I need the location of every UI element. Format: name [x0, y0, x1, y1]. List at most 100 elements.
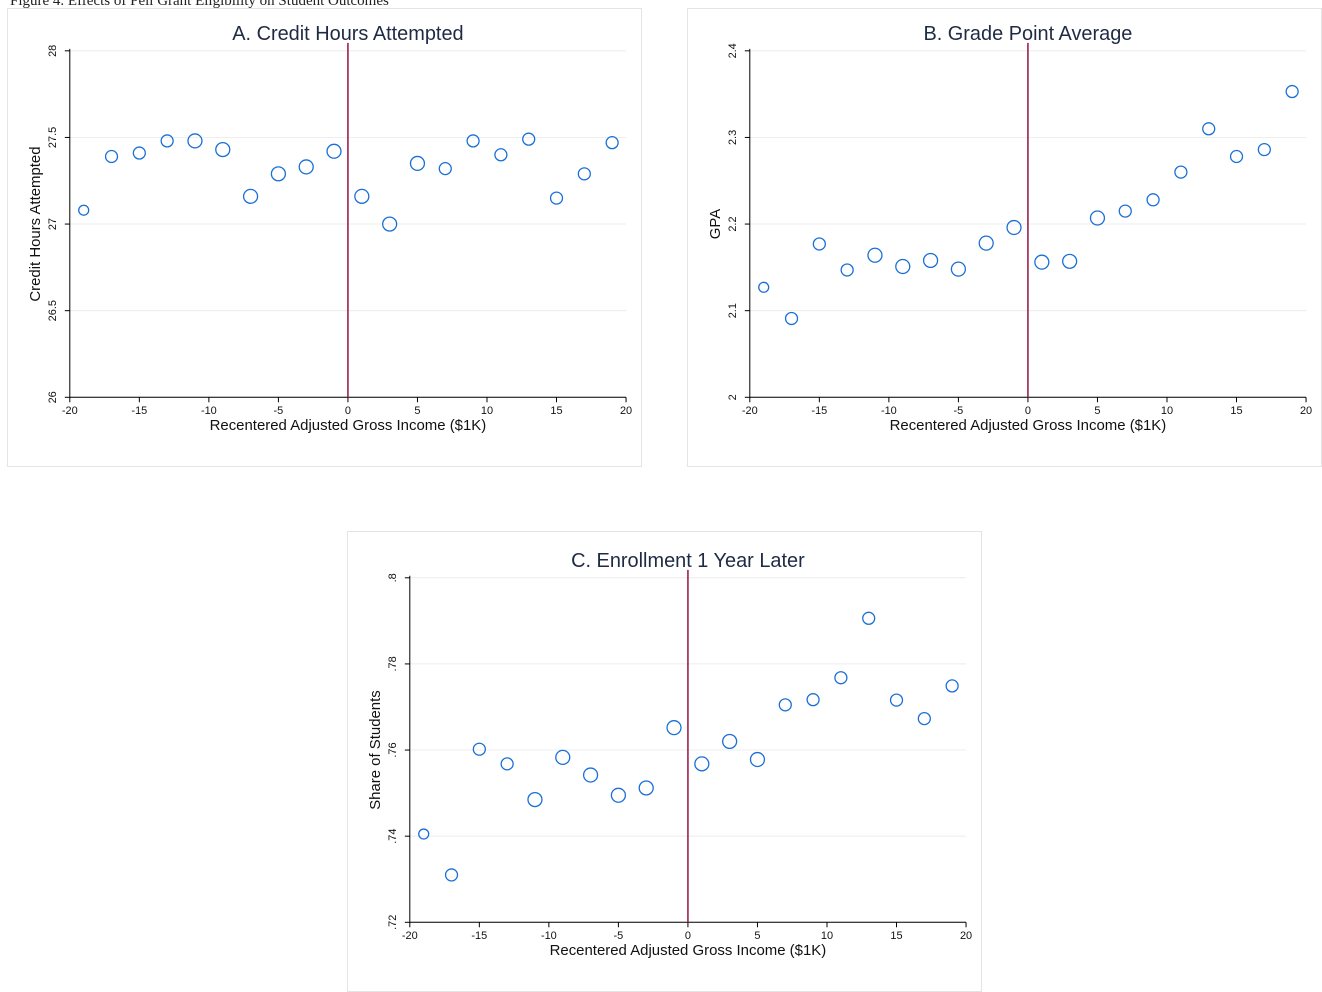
data-point: [522, 132, 536, 146]
data-point: [494, 148, 508, 162]
data-point: [950, 261, 967, 277]
y-axis-label: Share of Students: [367, 690, 384, 810]
data-point: [466, 134, 480, 148]
x-tick-label: -20: [402, 930, 418, 942]
chart-title: B. Grade Point Average: [923, 23, 1132, 45]
data-point: [354, 188, 370, 204]
data-point: [326, 143, 342, 159]
data-point: [577, 167, 591, 181]
data-point: [438, 162, 452, 176]
data-point: [1285, 84, 1299, 99]
x-tick-label: -15: [811, 405, 827, 417]
data-point: [1174, 165, 1188, 179]
y-tick-label: .74: [387, 829, 399, 844]
data-point: [812, 237, 826, 251]
y-tick-label: .8: [387, 573, 399, 582]
data-point: [778, 698, 792, 712]
x-tick-label: 10: [821, 930, 833, 942]
x-tick-label: 20: [960, 930, 972, 942]
data-point: [834, 671, 848, 685]
y-tick-label: 2.3: [727, 130, 739, 145]
y-tick-label: .78: [387, 656, 399, 671]
x-tick-label: -10: [541, 930, 557, 942]
y-axis-label: Credit Hours Attempted: [27, 146, 44, 301]
data-point: [867, 247, 883, 263]
x-tick-label: 15: [890, 930, 902, 942]
data-point: [1229, 149, 1244, 164]
data-point: [132, 146, 146, 160]
data-point: [582, 767, 599, 783]
data-point: [917, 711, 931, 726]
data-point: [784, 311, 799, 326]
x-tick-label: -10: [881, 405, 897, 417]
data-point: [382, 216, 398, 232]
data-point: [1257, 142, 1271, 157]
data-point: [610, 787, 627, 803]
data-point: [1062, 253, 1078, 269]
x-tick-label: 15: [550, 405, 562, 417]
data-point: [298, 159, 314, 175]
x-tick-label: 20: [1300, 405, 1312, 417]
data-point: [418, 828, 430, 840]
data-point: [922, 252, 939, 269]
y-tick-label: 26: [47, 391, 59, 403]
chart-title: A. Credit Hours Attempted: [232, 23, 463, 45]
data-point: [749, 751, 766, 768]
data-point: [160, 134, 174, 148]
data-point: [978, 235, 994, 251]
data-point: [549, 191, 564, 205]
y-tick-label: 2.1: [727, 303, 739, 318]
x-axis-label: Recentered Adjusted Gross Income ($1K): [210, 417, 487, 434]
y-tick-label: 27.5: [47, 127, 59, 148]
panel-gpa: B. Grade Point Average 2 2.1 2.2 2.3 2.4 -20 -1…: [687, 8, 1322, 467]
y-tick-label: 2: [727, 394, 739, 400]
figure-caption: Figure 4. Effects of Pell Grant Eligibil…: [10, 0, 389, 9]
chart-title: C. Enrollment 1 Year Later: [571, 550, 805, 572]
x-tick-label: -20: [742, 405, 758, 417]
x-tick-label: 0: [685, 930, 691, 942]
data-point: [605, 136, 619, 150]
x-tick-label: 5: [1094, 405, 1100, 417]
x-tick-label: -5: [274, 405, 284, 417]
data-point: [840, 263, 854, 277]
data-point: [500, 757, 514, 771]
y-tick-label: 28: [47, 45, 59, 57]
data-point: [472, 742, 486, 756]
data-point: [638, 780, 654, 796]
x-tick-label: -5: [954, 405, 964, 417]
data-point: [270, 166, 287, 182]
panel-enrollment: C. Enrollment 1 Year Later .72 .74 .76 .78 .8…: [347, 531, 982, 992]
data-point: [1034, 254, 1050, 270]
data-point: [889, 693, 904, 707]
data-point: [806, 693, 820, 707]
data-point: [78, 204, 90, 216]
data-point: [722, 733, 738, 750]
x-tick-label: -15: [471, 930, 487, 942]
x-tick-label: -10: [201, 405, 217, 417]
chart-gpa: B. Grade Point Average 2 2.1 2.2 2.3 2.4 -20 -1…: [707, 23, 1312, 434]
x-tick-label: 15: [1230, 405, 1242, 417]
y-axis-label: GPA: [707, 209, 724, 239]
chart-enrollment: C. Enrollment 1 Year Later .72 .74 .76 .78 .8…: [367, 550, 972, 959]
x-tick-label: -15: [131, 405, 147, 417]
y-tick-label: 2.2: [727, 216, 739, 231]
data-point: [945, 679, 959, 693]
y-tick-label: 26.5: [47, 300, 59, 321]
y-tick-label: 2.4: [727, 43, 739, 58]
x-tick-label: 10: [481, 405, 493, 417]
data-point: [215, 141, 231, 158]
data-point: [1146, 193, 1160, 207]
chart-credit-hours: A. Credit Hours Attempted 26 26.5 27 27.5 28 -…: [27, 23, 632, 434]
data-point: [242, 188, 259, 204]
y-tick-label: .72: [387, 915, 399, 930]
x-tick-label: -20: [62, 405, 78, 417]
y-tick-label: .76: [387, 742, 399, 757]
x-tick-label: 10: [1161, 405, 1173, 417]
x-tick-label: 5: [414, 405, 420, 417]
x-axis-label: Recentered Adjusted Gross Income ($1K): [890, 417, 1167, 434]
data-point: [1118, 204, 1132, 218]
x-tick-label: 0: [345, 405, 351, 417]
data-point: [555, 749, 571, 765]
data-point: [758, 281, 770, 293]
x-tick-label: -5: [614, 930, 624, 942]
